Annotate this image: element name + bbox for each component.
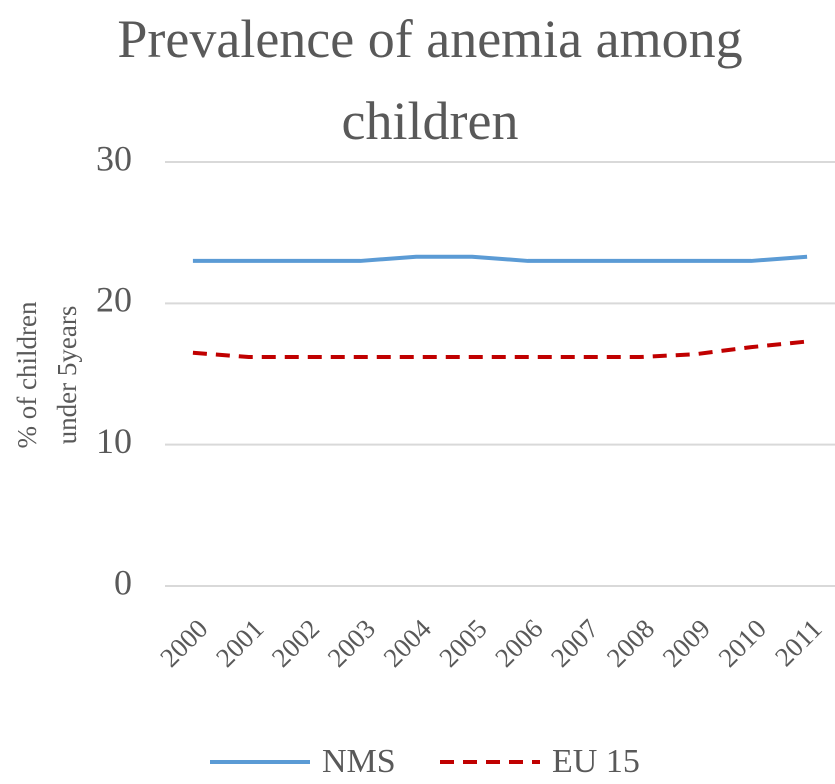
y-axis-label: % of children under 5years — [12, 301, 82, 448]
y-tick-label: 10 — [96, 421, 132, 461]
x-tick-label: 2011 — [769, 613, 828, 672]
legend-label: NMS — [322, 743, 396, 780]
x-tick-label: 2009 — [657, 613, 716, 672]
x-tick-label: 2007 — [545, 613, 604, 672]
series-line — [192, 254, 808, 263]
x-tick-label: 2000 — [154, 613, 213, 672]
x-tick-label: 2010 — [712, 613, 771, 672]
y-tick-label: 0 — [114, 562, 132, 602]
x-tick-label: 2005 — [433, 613, 492, 672]
x-tick-label: 2008 — [601, 613, 660, 672]
y-tick-label: 30 — [96, 138, 132, 178]
legend-label: EU 15 — [552, 743, 640, 780]
x-tick-label: 2003 — [322, 613, 381, 672]
x-tick-label: 2002 — [266, 613, 325, 672]
x-tick-label: 2001 — [210, 613, 269, 672]
series-line — [192, 339, 808, 360]
x-tick-label: 2004 — [377, 613, 437, 673]
chart-title: Prevalence of anemia among children — [117, 9, 742, 151]
x-tick-label: 2006 — [489, 613, 548, 672]
y-tick-label: 20 — [96, 280, 132, 320]
